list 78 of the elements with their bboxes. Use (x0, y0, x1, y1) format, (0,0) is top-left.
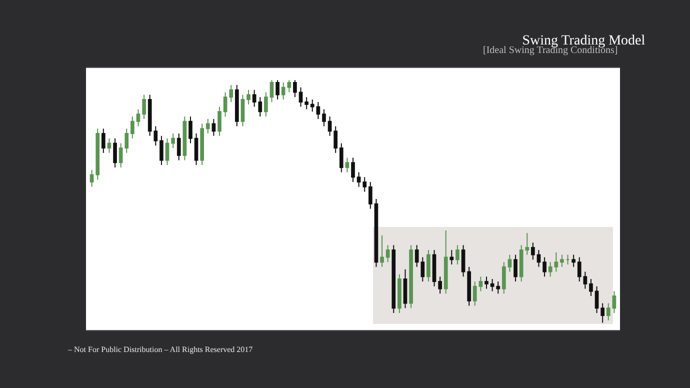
candlestick (514, 254, 518, 282)
candlestick (328, 116, 332, 136)
candlestick (113, 138, 117, 168)
candlestick (496, 280, 500, 294)
candlestick (234, 84, 239, 127)
candlestick (432, 249, 436, 287)
candlestick (101, 128, 106, 154)
candlestick (600, 302, 605, 324)
candlestick (594, 286, 599, 314)
text: – Not For Public Distribution – All Rights Reserved 2017 (67, 345, 253, 354)
candlestick (438, 276, 442, 294)
candlestick (461, 244, 466, 278)
candlestick (107, 138, 112, 154)
candlestick (368, 182, 372, 210)
candlestick (472, 280, 477, 306)
candlestick (223, 92, 228, 118)
candlestick (136, 108, 140, 127)
candlestick (536, 249, 541, 268)
candlestick (194, 133, 198, 166)
candlestick (456, 244, 460, 265)
candlestick (304, 96, 308, 110)
candlestick (298, 86, 303, 108)
candlestick (200, 123, 204, 166)
candlestick (270, 80, 274, 102)
candlestick (583, 271, 588, 290)
candlestick (508, 254, 512, 272)
candlestick (276, 80, 280, 100)
candlestick (380, 234, 384, 268)
candlestick (398, 274, 402, 314)
candlestick (182, 116, 187, 161)
candlestick (450, 249, 454, 265)
candlestick (160, 135, 164, 166)
candlestick (374, 198, 378, 268)
candlestick (229, 84, 234, 102)
candlestick (246, 89, 250, 105)
candlestick (356, 172, 361, 188)
candlestick (218, 106, 222, 136)
candlestick (426, 249, 430, 282)
candlestick (339, 142, 344, 173)
candlestick (345, 157, 350, 173)
candlestick (171, 133, 175, 149)
candlestick (409, 244, 413, 309)
candlestick (560, 254, 564, 268)
candlestick (322, 108, 326, 127)
candlestick (502, 262, 506, 294)
candlestick (467, 266, 472, 306)
candlestick (444, 230, 448, 294)
candlestick (572, 254, 576, 268)
candlestick (589, 278, 593, 297)
candlestick (240, 94, 245, 127)
candlestick (188, 116, 192, 144)
candlestick (90, 169, 94, 188)
candlestick (316, 101, 320, 120)
candlestick (293, 80, 297, 98)
candlestick (577, 256, 582, 282)
candlestick (612, 290, 616, 314)
candlestick (531, 242, 535, 260)
candlestick (362, 176, 367, 192)
candlestick (478, 276, 483, 292)
candlestick (484, 276, 488, 290)
candlestick (542, 256, 546, 278)
candlestick (566, 254, 570, 265)
candlestick (130, 116, 134, 139)
candlestick (310, 99, 314, 112)
candlestick (165, 138, 170, 166)
candlestick (142, 94, 146, 120)
candlestick (386, 244, 390, 263)
candlestick (392, 244, 396, 314)
candlestick (403, 268, 408, 309)
candlestick (606, 302, 610, 321)
candlestick (490, 278, 494, 292)
candlestick (351, 157, 355, 183)
candlestick (264, 92, 268, 118)
candlestick (212, 118, 216, 136)
candlestick (206, 118, 210, 134)
candlestick (176, 133, 181, 161)
candlestick (334, 126, 338, 154)
candlestick (96, 128, 100, 180)
